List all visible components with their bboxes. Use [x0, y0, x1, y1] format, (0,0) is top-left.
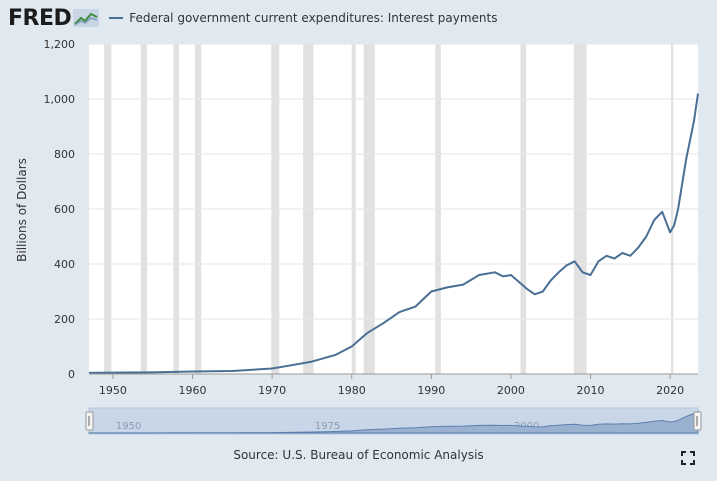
x-tick-label: 2020 — [656, 384, 684, 397]
y-axis-tick-labels: 0 200 400 600 800 1,000 1,200 — [44, 38, 76, 381]
x-axis-tick-labels: 1950 1960 1970 1980 1990 2000 2010 2020 — [89, 373, 698, 397]
y-tick-label: 600 — [54, 203, 75, 216]
y-axis-label: Billions of Dollars — [15, 158, 29, 262]
x-tick-label: 2010 — [577, 384, 605, 397]
y-tick-label: 800 — [54, 148, 75, 161]
fred-chart-icon — [73, 9, 100, 27]
x-tick-label: 1980 — [338, 384, 366, 397]
navigator-left-handle[interactable] — [85, 411, 94, 431]
navigator-tick-label: 1950 — [116, 421, 141, 432]
fred-logo[interactable]: FRED — [8, 5, 72, 31]
navigator-right-handle[interactable] — [693, 411, 702, 431]
legend-swatch — [109, 17, 124, 19]
range-navigator[interactable]: 195019752000 — [85, 407, 702, 435]
x-tick-label: 1970 — [258, 384, 286, 397]
x-tick-label: 1990 — [417, 384, 445, 397]
series-line — [88, 93, 699, 374]
navigator-tick-label: 1975 — [315, 421, 340, 432]
fullscreen-icon[interactable] — [681, 451, 695, 465]
y-tick-label: 1,200 — [44, 38, 76, 51]
source-note: Source: U.S. Bureau of Economic Analysis — [233, 448, 484, 462]
x-tick-label: 2000 — [497, 384, 525, 397]
navigator-series-area — [88, 410, 699, 434]
x-tick-label: 1960 — [178, 384, 206, 397]
y-tick-label: 1,000 — [44, 93, 76, 106]
x-tick-label: 1950 — [99, 384, 127, 397]
y-tick-label: 400 — [54, 258, 75, 271]
chart-header: FRED Federal government current expendit… — [8, 4, 497, 32]
series-layer — [88, 93, 699, 374]
y-tick-label: 200 — [54, 313, 75, 326]
legend-series-name: Federal government current expenditures:… — [129, 11, 498, 25]
y-tick-label: 0 — [68, 368, 75, 381]
legend: Federal government current expenditures:… — [109, 11, 497, 25]
